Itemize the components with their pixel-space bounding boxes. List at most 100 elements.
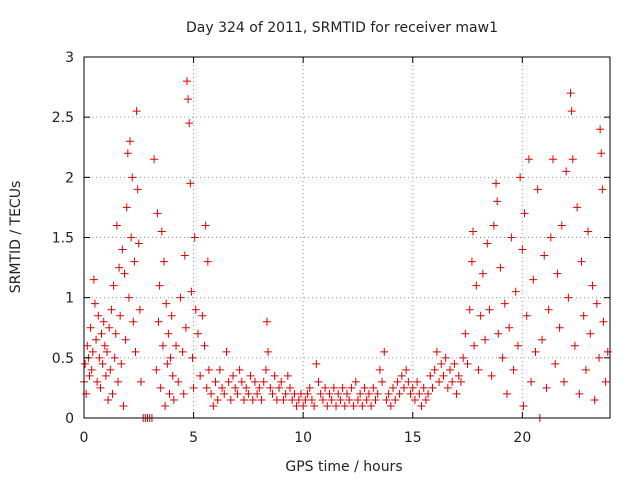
data-point xyxy=(531,347,540,356)
data-point xyxy=(393,377,402,386)
data-point xyxy=(156,383,165,392)
data-point xyxy=(597,149,606,158)
data-point xyxy=(239,395,248,404)
data-point xyxy=(161,401,170,410)
data-point xyxy=(107,305,116,314)
data-point xyxy=(334,389,343,398)
data-point xyxy=(184,95,193,104)
data-point xyxy=(367,401,376,410)
data-point xyxy=(130,257,139,266)
data-point xyxy=(119,401,128,410)
data-point xyxy=(200,341,209,350)
data-point xyxy=(371,395,380,404)
data-point xyxy=(397,371,406,380)
x-tick-label: 5 xyxy=(189,430,198,446)
data-point xyxy=(478,269,487,278)
data-point xyxy=(496,263,505,272)
data-point xyxy=(257,395,266,404)
data-point xyxy=(511,287,520,296)
data-point xyxy=(283,371,292,380)
data-point xyxy=(163,359,172,368)
y-axis-label: SRMTID / TECUs xyxy=(8,181,24,294)
data-point xyxy=(87,365,96,374)
data-point xyxy=(180,251,189,260)
data-point xyxy=(399,383,408,392)
data-point xyxy=(169,395,178,404)
data-point xyxy=(186,179,195,188)
data-point xyxy=(127,233,136,242)
data-point xyxy=(92,335,101,344)
data-point xyxy=(524,155,533,164)
data-point xyxy=(439,371,448,380)
data-point xyxy=(461,329,470,338)
data-point xyxy=(516,173,525,182)
data-point xyxy=(430,365,439,374)
data-point xyxy=(338,383,347,392)
data-point xyxy=(103,347,112,356)
x-tick-label: 15 xyxy=(404,430,422,446)
data-point xyxy=(356,389,365,398)
data-point xyxy=(242,383,251,392)
data-point xyxy=(332,401,341,410)
data-point xyxy=(131,347,140,356)
data-point xyxy=(603,347,612,356)
data-point xyxy=(494,329,503,338)
data-point xyxy=(378,377,387,386)
plot-frame xyxy=(83,56,611,419)
data-point xyxy=(428,383,437,392)
axis-ticks: 0 0.5 1 1.5 2 2.5 3 0 5 10 15 20 xyxy=(52,50,610,446)
data-point xyxy=(467,257,476,266)
data-point xyxy=(529,275,538,284)
x-tick-label: 20 xyxy=(513,430,531,446)
data-point xyxy=(351,377,360,386)
data-point xyxy=(598,185,607,194)
data-point xyxy=(347,383,356,392)
data-point xyxy=(459,353,468,362)
data-point xyxy=(325,389,334,398)
data-point xyxy=(112,221,121,230)
data-point xyxy=(465,305,474,314)
y-tick-label: 0.5 xyxy=(52,351,74,367)
data-point xyxy=(181,323,190,332)
data-point xyxy=(233,389,242,398)
data-point xyxy=(538,335,547,344)
data-point xyxy=(415,389,424,398)
data-point xyxy=(487,371,496,380)
data-point xyxy=(417,401,426,410)
data-point xyxy=(369,383,378,392)
data-point xyxy=(553,269,562,278)
x-tick-label: 10 xyxy=(294,430,312,446)
data-point xyxy=(340,401,349,410)
y-tick-label: 1.5 xyxy=(52,231,74,247)
data-point xyxy=(568,155,577,164)
data-point xyxy=(266,383,275,392)
data-point xyxy=(229,371,238,380)
data-point xyxy=(564,293,573,302)
data-point xyxy=(549,155,558,164)
data-point xyxy=(270,371,279,380)
data-point xyxy=(226,395,235,404)
data-point xyxy=(198,311,207,320)
data-point xyxy=(85,371,94,380)
data-point xyxy=(314,377,323,386)
data-point xyxy=(362,395,371,404)
data-point xyxy=(454,371,463,380)
data-point xyxy=(279,395,288,404)
y-tick-label: 1 xyxy=(65,291,74,307)
data-point xyxy=(489,221,498,230)
y-tick-label: 2 xyxy=(65,170,74,186)
data-point xyxy=(231,383,240,392)
data-point xyxy=(97,329,106,338)
data-point xyxy=(402,365,411,374)
data-point xyxy=(104,395,113,404)
chart-title: Day 324 of 2011, SRMTID for receiver maw… xyxy=(186,20,498,36)
data-point xyxy=(596,125,605,134)
data-point xyxy=(211,377,220,386)
data-point xyxy=(136,377,145,386)
data-point xyxy=(336,395,345,404)
data-point xyxy=(286,383,295,392)
data-point xyxy=(164,329,173,338)
data-point xyxy=(154,317,163,326)
data-point xyxy=(448,377,457,386)
data-point xyxy=(196,371,205,380)
